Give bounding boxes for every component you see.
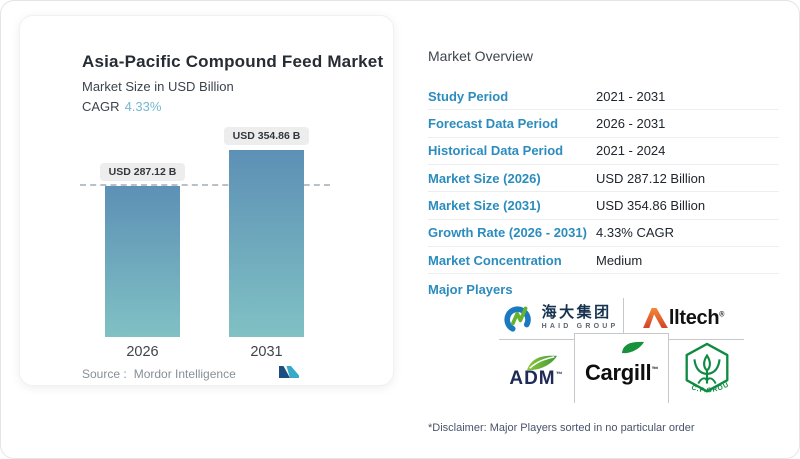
row-value: 2026 - 2031 xyxy=(596,116,666,132)
table-row-major-players: Major Players xyxy=(428,274,779,304)
source-label: Source : xyxy=(82,367,127,381)
logo-adm: ADM™ xyxy=(499,341,574,401)
market-chart-card: Asia-Pacific Compound Feed Market Market… xyxy=(19,15,394,386)
cp-group-emblem-icon: C.P.GROUP xyxy=(678,340,730,394)
cargill-leaf-icon xyxy=(621,341,645,354)
row-label: Growth Rate (2026 - 2031) xyxy=(428,225,587,241)
table-row-market-concentration: Market Concentration Medium xyxy=(428,247,779,275)
overview-table: Study Period 2021 - 2031 Forecast Data P… xyxy=(428,83,779,304)
x-axis-label-2026: 2026 xyxy=(126,344,159,360)
row-label: Historical Data Period xyxy=(428,143,564,159)
adm-wordmark: ADM™ xyxy=(509,368,564,389)
row-label: Forecast Data Period xyxy=(428,116,559,132)
chart-subtitle: Market Size in USD Billion xyxy=(82,79,234,94)
cagr-value: 4.33% xyxy=(124,99,162,114)
table-row-market-size-2026: Market Size (2026) USD 287.12 Billion xyxy=(428,165,779,193)
chart-title: Asia-Pacific Compound Feed Market xyxy=(82,52,384,71)
logo-cp-group: C.P.GROUP xyxy=(669,338,744,404)
logo-cargill: Cargill™ xyxy=(574,336,669,400)
row-value: USD 287.12 Billion xyxy=(596,170,706,186)
haid-cn-text: 海大集团 xyxy=(541,304,612,321)
table-row-study-period: Study Period 2021 - 2031 xyxy=(428,83,779,111)
bar-2031 xyxy=(229,150,304,337)
row-label: Market Size (2031) xyxy=(428,198,541,214)
grid-divider xyxy=(668,339,744,340)
cargill-wordmark: Cargill™ xyxy=(584,360,659,385)
logo-haid-group: 海大集团 HAID GROUP xyxy=(499,296,623,339)
disclaimer-text: *Disclaimer: Major Players sorted in no … xyxy=(428,422,695,434)
bar-2026 xyxy=(105,186,180,337)
major-players-logos: 海大集团 HAID GROUP lltech® xyxy=(499,296,744,408)
adm-leaf-icon xyxy=(526,355,557,371)
table-row-forecast-period: Forecast Data Period 2026 - 2031 xyxy=(428,110,779,138)
table-row-growth-rate: Growth Rate (2026 - 2031) 4.33% CAGR xyxy=(428,220,779,248)
grid-divider xyxy=(499,339,575,340)
x-axis-label-2031: 2031 xyxy=(250,344,283,360)
logo-alltech: lltech® xyxy=(623,296,744,339)
row-label: Market Concentration xyxy=(428,252,562,268)
row-value: Medium xyxy=(596,252,643,268)
row-label: Market Size (2026) xyxy=(428,170,541,186)
cargill-cell-border xyxy=(574,333,669,403)
alltech-a-icon xyxy=(642,307,668,328)
bar-value-chip: USD 354.86 B xyxy=(223,127,310,145)
row-value: USD 354.86 Billion xyxy=(596,198,706,214)
bar-group-2031: USD 354.86 B 2031 xyxy=(223,121,310,360)
overview-heading: Market Overview xyxy=(428,48,534,64)
row-value: 2021 - 2024 xyxy=(596,143,666,159)
cagr-label: CAGR xyxy=(82,99,120,114)
source-value: Mordor Intelligence xyxy=(133,367,236,381)
bar-value-chip: USD 287.12 B xyxy=(99,163,186,181)
row-label: Major Players xyxy=(428,281,513,297)
cagr-line: CAGR 4.33% xyxy=(82,99,161,114)
haid-swirl-icon xyxy=(504,305,531,333)
grid-divider xyxy=(623,298,624,337)
alltech-wordmark: lltech® xyxy=(668,306,725,329)
bar-group-2026: USD 287.12 B 2026 xyxy=(99,121,186,360)
reference-dashed-line xyxy=(80,184,330,186)
row-value: 2021 - 2031 xyxy=(596,88,666,104)
haid-en-text: HAID GROUP xyxy=(541,323,619,330)
row-value: 4.33% CAGR xyxy=(596,225,675,241)
row-label: Study Period xyxy=(428,88,509,104)
table-row-historical-period: Historical Data Period 2021 - 2024 xyxy=(428,138,779,166)
table-row-market-size-2031: Market Size (2031) USD 354.86 Billion xyxy=(428,192,779,220)
source-line: Source : Mordor Intelligence xyxy=(82,367,236,381)
mordor-intelligence-logo-icon xyxy=(279,366,299,378)
bar-chart: USD 287.12 B 2026 USD 354.86 B 2031 xyxy=(80,121,330,360)
